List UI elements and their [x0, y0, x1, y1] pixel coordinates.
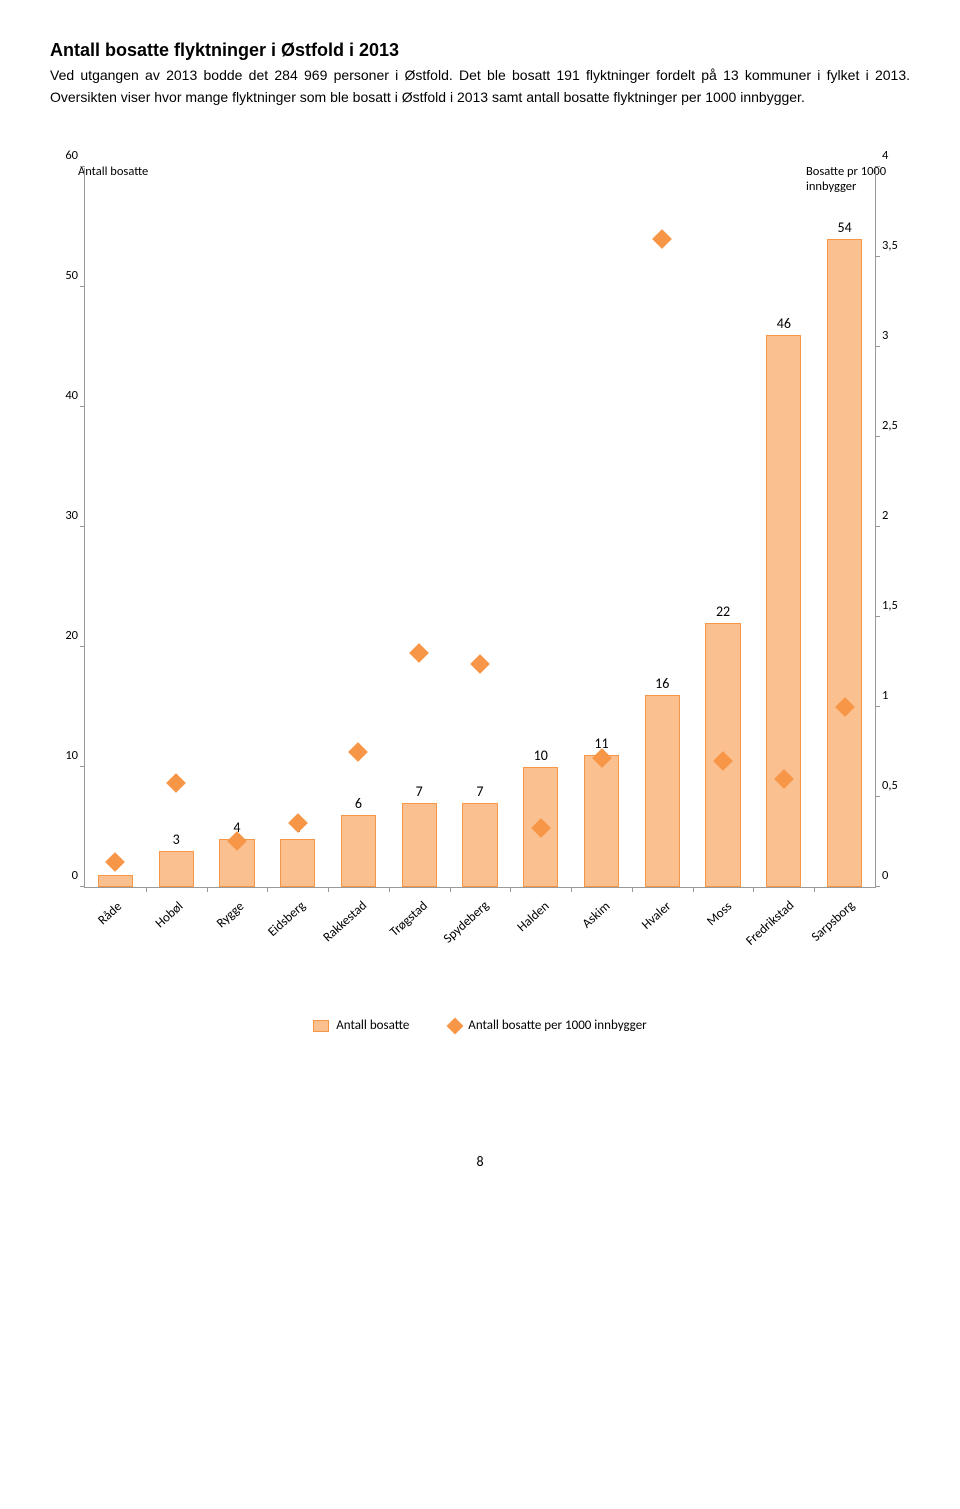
intro-paragraph: Ved utgangen av 2013 bodde det 284 969 p…	[50, 65, 910, 108]
category-label: Spydeberg	[450, 888, 511, 978]
y-right-tick: 1	[882, 690, 888, 703]
category-label: Rakkestad	[328, 888, 389, 978]
y-left-tick: 30	[65, 510, 78, 523]
marker-diamond	[409, 643, 429, 663]
bar-value-label: 7	[476, 783, 483, 804]
legend-swatch-bar	[313, 1020, 329, 1032]
marker-diamond	[166, 773, 186, 793]
legend: Antall bosatte Antall bosatte per 1000 i…	[50, 1018, 910, 1033]
bar-value-label: 22	[716, 603, 730, 624]
page-number: 8	[50, 1153, 910, 1170]
y-right-tick: 2,5	[882, 420, 898, 433]
legend-item-bar: Antall bosatte	[313, 1018, 409, 1033]
y-right-tick: 3	[882, 330, 888, 343]
page-title: Antall bosatte flyktninger i Østfold i 2…	[50, 40, 910, 61]
y-axis-left: 0102030405060	[50, 168, 84, 888]
bar: 7	[402, 803, 437, 887]
bar-value-label: 46	[777, 315, 791, 336]
chart: Antall bosatte Bosatte pr 1000 innbygger…	[50, 168, 910, 1033]
bar: 1	[98, 875, 133, 887]
category-label: Sarpsborg	[815, 888, 876, 978]
y-right-tick: 0	[882, 870, 888, 883]
category-label: Rygge	[206, 888, 267, 978]
bar: 16	[645, 695, 680, 887]
plot-area: 1344677101116224654	[84, 168, 876, 888]
bar: 7	[462, 803, 497, 887]
legend-item-marker: Antall bosatte per 1000 innbygger	[449, 1018, 646, 1033]
bar: 46	[766, 335, 801, 887]
category-label: Hobøl	[145, 888, 206, 978]
category-label: Råde	[84, 888, 145, 978]
y-left-tick: 50	[65, 270, 78, 283]
marker-diamond	[349, 742, 369, 762]
category-label: Askim	[571, 888, 632, 978]
marker-diamond	[652, 229, 672, 249]
y-left-tick: 10	[65, 750, 78, 763]
category-label: Trøgstad	[389, 888, 450, 978]
bar: 3	[159, 851, 194, 887]
y-axis-right: 00,511,522,533,54	[876, 168, 910, 888]
bar: 11	[584, 755, 619, 887]
y-left-tick: 60	[65, 150, 78, 163]
y-right-tick: 3,5	[882, 240, 898, 253]
y-right-tick: 1,5	[882, 600, 898, 613]
bar: 4	[280, 839, 315, 887]
x-axis-categories: RådeHobølRyggeEidsbergRakkestadTrøgstadS…	[84, 888, 876, 978]
category-label: Halden	[510, 888, 571, 978]
marker-diamond	[470, 654, 490, 674]
bar-value-label: 6	[355, 795, 362, 816]
bar: 6	[341, 815, 376, 887]
category-label: Fredrikstad	[754, 888, 815, 978]
y-right-tick: 0,5	[882, 780, 898, 793]
bar-value-label: 3	[173, 831, 180, 852]
category-label: Hvaler	[632, 888, 693, 978]
legend-label-bar: Antall bosatte	[336, 1018, 409, 1033]
bar: 54	[827, 239, 862, 887]
bar-value-label: 7	[416, 783, 423, 804]
y-left-tick: 0	[72, 870, 78, 883]
y-left-tick: 40	[65, 390, 78, 403]
y-right-tick: 4	[882, 150, 888, 163]
y-left-tick: 20	[65, 630, 78, 643]
marker-diamond	[105, 852, 125, 872]
bar-value-label: 54	[837, 219, 851, 240]
bar-value-label: 16	[655, 675, 669, 696]
bar-value-label: 10	[534, 747, 548, 768]
y-right-tick: 2	[882, 510, 888, 523]
legend-label-marker: Antall bosatte per 1000 innbygger	[468, 1018, 646, 1033]
category-label: Moss	[693, 888, 754, 978]
marker-diamond	[288, 813, 308, 833]
legend-swatch-marker	[447, 1017, 464, 1034]
category-label: Eidsberg	[267, 888, 328, 978]
